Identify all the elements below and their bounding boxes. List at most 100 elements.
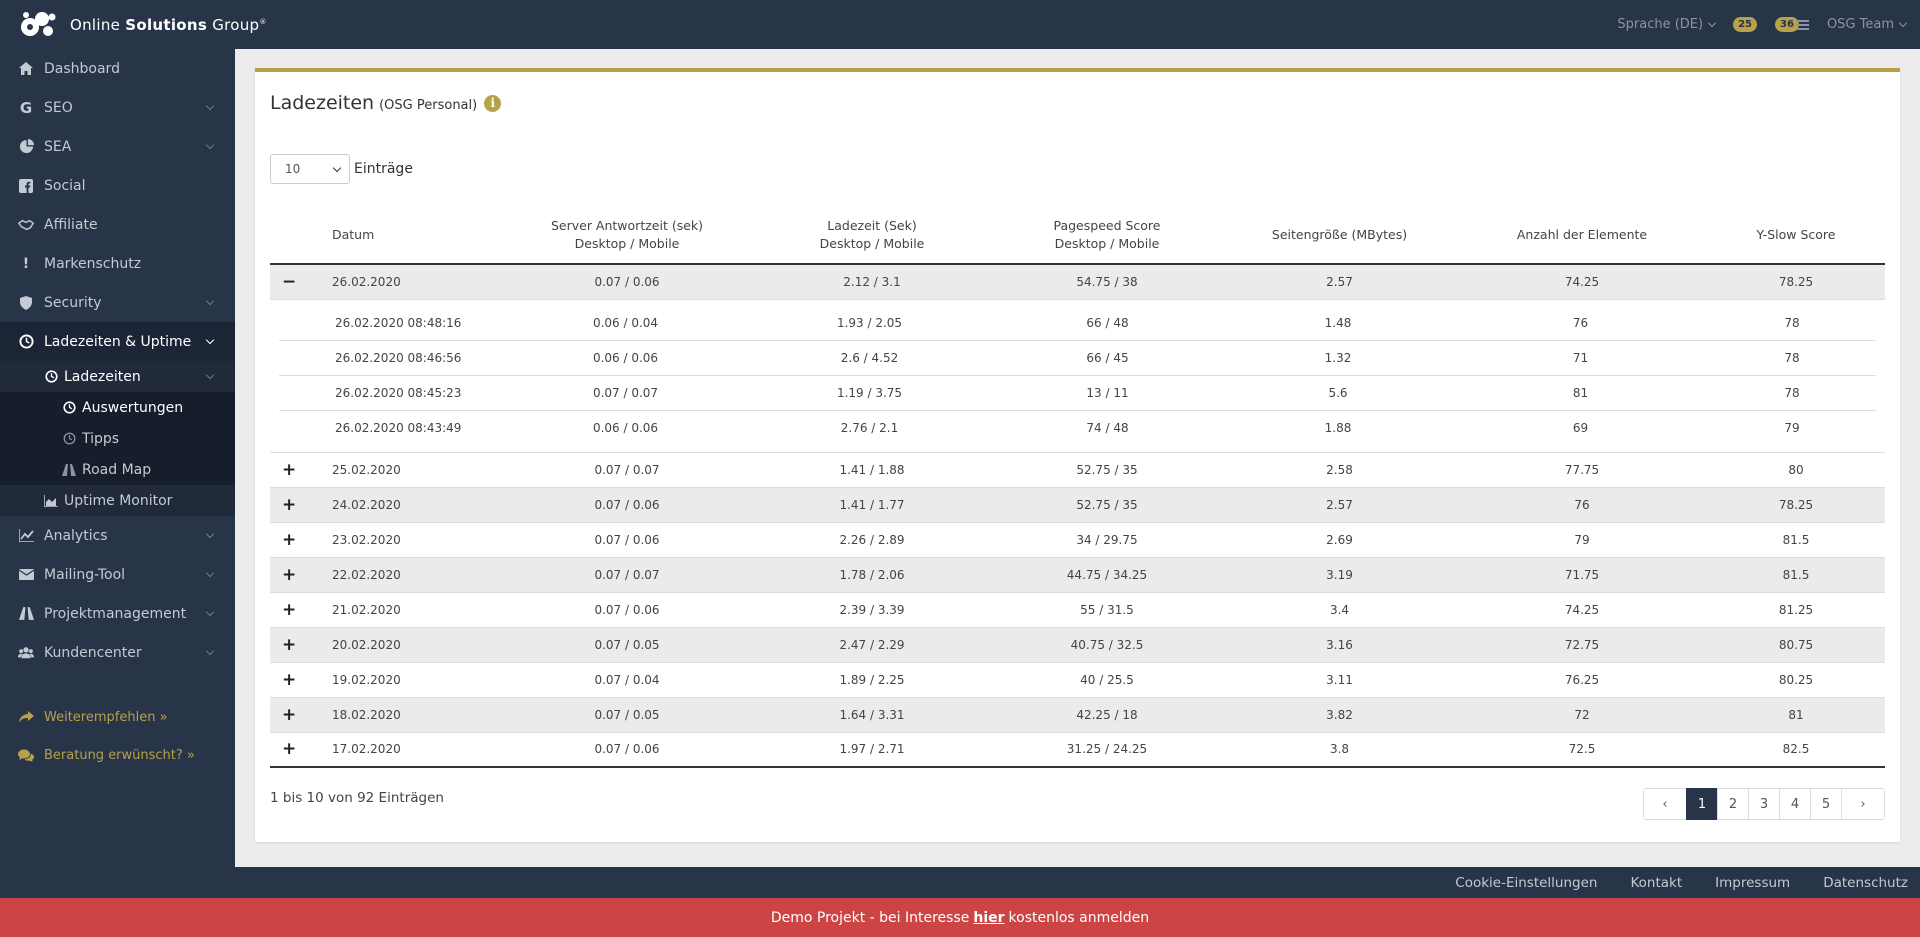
sidebar-item-kundencenter[interactable]: Kundencenter <box>0 633 235 672</box>
table-row[interactable]: +22.02.2020 0.07 / 0.07 1.78 / 2.06 44.75 /… <box>270 556 1885 592</box>
pagination-page-5[interactable]: 5 <box>1810 788 1842 820</box>
col-server-antwortzeit[interactable]: Server Antwortzeit (sek) Desktop / Mobile <box>502 206 752 265</box>
cell-pagespeed: 66 / 48 <box>992 305 1223 341</box>
impressum-link[interactable]: Impressum <box>1715 874 1791 891</box>
expand-toggle[interactable]: + <box>270 521 332 557</box>
cell-server: 0.07 / 0.06 <box>502 263 752 300</box>
sidebar-item-dashboard[interactable]: Dashboard <box>0 49 235 88</box>
weiterempfehlen-link[interactable]: Weiterempfehlen » <box>0 698 235 736</box>
expand-toggle[interactable]: + <box>270 661 332 697</box>
cell-groesse: 3.82 <box>1222 696 1457 732</box>
cell-server: 0.07 / 0.06 <box>502 591 752 627</box>
cell-date: 22.02.2020 <box>332 556 502 592</box>
table-row[interactable]: +19.02.2020 0.07 / 0.04 1.89 / 2.25 40 / 25… <box>270 661 1885 697</box>
sidebar-item-tipps[interactable]: Tipps <box>0 423 235 454</box>
sidebar-item-uptime-monitor[interactable]: Uptime Monitor <box>0 485 235 516</box>
notifications-button[interactable]: 25 <box>1733 17 1758 32</box>
sidebar-item-auswertungen[interactable]: Auswertungen <box>0 392 235 423</box>
sidebar-item-sea[interactable]: SEA <box>0 127 235 166</box>
expand-toggle[interactable]: + <box>270 696 332 732</box>
cell-yslow: 81.25 <box>1707 591 1885 627</box>
table-row[interactable]: +21.02.2020 0.07 / 0.06 2.39 / 3.39 55 / 31… <box>270 591 1885 627</box>
table-row[interactable]: +18.02.2020 0.07 / 0.05 1.64 / 3.31 42.25 /… <box>270 696 1885 732</box>
sidebar-item-mailing-tool[interactable]: Mailing-Tool <box>0 555 235 594</box>
cell-ladezeit: 2.26 / 2.89 <box>752 521 992 557</box>
cell-pagespeed: 34 / 29.75 <box>992 521 1222 557</box>
submenu-ladezeiten-uptime: Ladezeiten Auswertungen Tipps Road Map U… <box>0 361 235 516</box>
kontakt-link[interactable]: Kontakt <box>1630 874 1683 891</box>
sidebar-item-affiliate[interactable]: Affiliate <box>0 205 235 244</box>
datenschutz-link[interactable]: Datenschutz <box>1823 874 1908 891</box>
col-datum[interactable]: Datum <box>332 206 502 265</box>
beratung-link[interactable]: Beratung erwünscht? » <box>0 736 235 774</box>
sidebar-item-label: Security <box>44 294 102 311</box>
facebook-icon <box>18 178 34 194</box>
col-pagespeed[interactable]: Pagespeed Score Desktop / Mobile <box>992 206 1222 265</box>
info-icon[interactable]: i <box>484 94 502 112</box>
users-icon <box>18 645 34 661</box>
expand-toggle[interactable]: + <box>270 486 332 522</box>
footer: Cookie-Einstellungen Kontakt Impressum D… <box>235 867 1920 898</box>
col-ladezeit[interactable]: Ladezeit (Sek) Desktop / Mobile <box>752 206 992 265</box>
sidebar-item-projektmanagement[interactable]: Projektmanagement <box>0 594 235 633</box>
sidebar-item-label: Ladezeiten & Uptime <box>44 333 192 350</box>
sidebar-item-road-map[interactable]: Road Map <box>0 454 235 485</box>
pagination-page-2[interactable]: 2 <box>1717 788 1749 820</box>
brand-name: Online Solutions Group® <box>70 16 267 34</box>
pagination-page-1[interactable]: 1 <box>1686 788 1718 820</box>
message-badge: 36 <box>1775 17 1799 32</box>
sidebar-item-label: Tipps <box>82 430 120 447</box>
expand-toggle[interactable]: + <box>270 451 332 487</box>
cell-groesse: 3.19 <box>1222 556 1457 592</box>
pagination-page-3[interactable]: 3 <box>1748 788 1780 820</box>
sidebar-item-ladezeiten-uptime[interactable]: Ladezeiten & Uptime <box>0 322 235 361</box>
cell-pagespeed: 40 / 25.5 <box>992 661 1222 697</box>
register-link[interactable]: hier <box>973 909 1005 926</box>
cell-pagespeed: 44.75 / 34.25 <box>992 556 1222 592</box>
logo[interactable]: Online Solutions Group® <box>18 9 267 41</box>
cell-yslow: 78 <box>1708 305 1876 341</box>
language-dropdown[interactable]: Sprache (DE) <box>1617 17 1717 32</box>
sidebar-item-markenschutz[interactable]: ! Markenschutz <box>0 244 235 283</box>
sidebar-item-label: Analytics <box>44 527 108 544</box>
page-size-select[interactable]: 10 <box>270 154 350 184</box>
cookie-settings-link[interactable]: Cookie-Einstellungen <box>1455 874 1598 891</box>
expand-toggle[interactable]: + <box>270 731 332 768</box>
detail-table-row: 26.02.2020 08:46:56 0.06 / 0.06 2.6 / 4.52… <box>279 340 1876 376</box>
envelope-icon <box>18 567 34 583</box>
table-row[interactable]: +17.02.2020 0.07 / 0.06 1.97 / 2.71 31.25 /… <box>270 731 1885 768</box>
sidebar-item-analytics[interactable]: Analytics <box>0 516 235 555</box>
pagination-page-4[interactable]: 4 <box>1779 788 1811 820</box>
table-row[interactable]: +25.02.2020 0.07 / 0.07 1.41 / 1.88 52.75 /… <box>270 451 1885 487</box>
expand-toggle[interactable]: + <box>270 556 332 592</box>
table-row[interactable]: +20.02.2020 0.07 / 0.05 2.47 / 2.29 40.75 /… <box>270 626 1885 662</box>
messages-button[interactable]: 36 <box>1775 17 1809 32</box>
sidebar-item-label: SEA <box>44 138 72 155</box>
user-menu[interactable]: OSG Team <box>1827 17 1908 32</box>
sidebar-item-social[interactable]: Social <box>0 166 235 205</box>
cell-date: 26.02.2020 08:43:49 <box>279 410 504 446</box>
col-anzahl-elemente[interactable]: Anzahl der Elemente <box>1457 206 1707 265</box>
expand-toggle[interactable]: + <box>270 626 332 662</box>
col-seitengroesse[interactable]: Seitengröße (MBytes) <box>1222 206 1457 265</box>
col-yslow[interactable]: Y-Slow Score <box>1707 206 1885 265</box>
pagination-next-button[interactable]: › <box>1841 788 1885 820</box>
sidebar-item-seo[interactable]: G SEO <box>0 88 235 127</box>
table-row-expanded[interactable]: − 26.02.2020 0.07 / 0.06 2.12 / 3.1 54.7… <box>270 263 1885 300</box>
cell-server: 0.07 / 0.06 <box>502 486 752 522</box>
exclamation-icon: ! <box>22 255 30 272</box>
collapse-toggle[interactable]: − <box>270 263 332 300</box>
detail-table-row: 26.02.2020 08:48:16 0.06 / 0.04 1.93 / 2.0… <box>279 305 1876 341</box>
sidebar-item-ladezeiten[interactable]: Ladezeiten <box>0 361 235 392</box>
pagination-prev-button[interactable]: ‹ <box>1643 788 1687 820</box>
table-row[interactable]: +23.02.2020 0.07 / 0.06 2.26 / 2.89 34 / 29… <box>270 521 1885 557</box>
cell-pagespeed: 40.75 / 32.5 <box>992 626 1222 662</box>
table-row[interactable]: +24.02.2020 0.07 / 0.06 1.41 / 1.77 52.75 /… <box>270 486 1885 522</box>
cell-ladezeit: 1.41 / 1.88 <box>752 451 992 487</box>
language-label: Sprache (DE) <box>1617 17 1704 32</box>
expand-toggle[interactable]: + <box>270 591 332 627</box>
clock-icon <box>18 334 34 350</box>
sidebar-item-security[interactable]: Security <box>0 283 235 322</box>
cell-yslow: 80 <box>1707 451 1885 487</box>
road-icon <box>62 463 76 477</box>
